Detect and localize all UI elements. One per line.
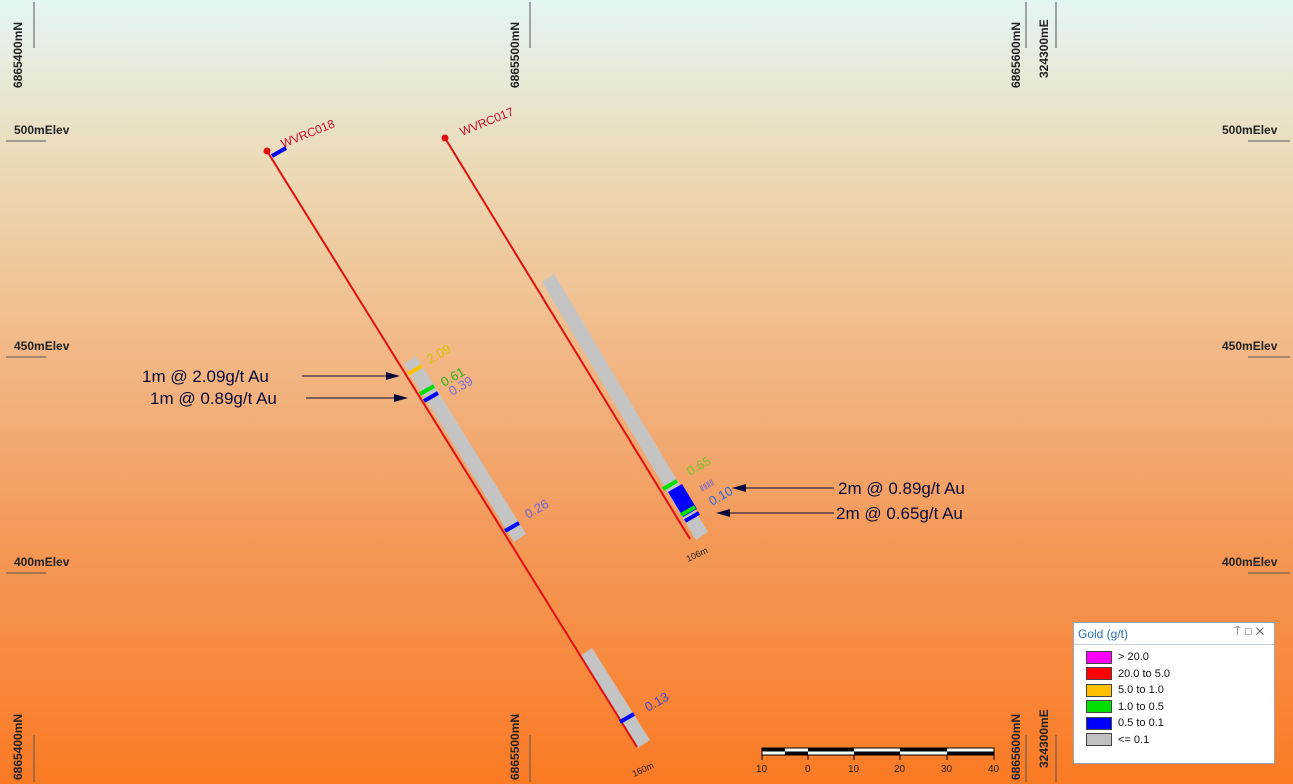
scale-bar-label: 10: [848, 764, 860, 775]
legend-swatch: [1086, 667, 1112, 681]
legend-item-label: 5.0 to 1.0: [1118, 684, 1164, 697]
legend-tools: ⍑□✕: [1234, 626, 1268, 639]
grade-ribbon-grey: [580, 648, 650, 748]
northing-label-top-2: 6865500mN: [508, 22, 522, 88]
legend-panel[interactable]: Gold (g/t) ⍑□✕ > 20.0 20.0 to 5.0 5.0 to…: [1073, 622, 1275, 764]
assay-interval-0-26: [504, 521, 520, 533]
legend-item-label: > 20.0: [1118, 651, 1149, 664]
legend-swatch: [1086, 733, 1112, 747]
legend-swatch: [1086, 650, 1112, 664]
close-icon[interactable]: ✕: [1255, 626, 1268, 638]
assay-interval-0-10: [680, 505, 696, 517]
legend-swatch: [1086, 716, 1112, 730]
easting-label-bottom: 324300mE: [1037, 709, 1051, 768]
legend-item: 0.5 to 0.1: [1086, 715, 1274, 732]
legend-title: Gold (g/t): [1078, 627, 1129, 641]
legend-item-label: 20.0 to 5.0: [1118, 667, 1170, 680]
callout-label: 2m @ 0.65g/t Au: [836, 504, 963, 523]
northing-label-top-1: 6865400mN: [11, 22, 25, 88]
scale-bar-label: 20: [894, 764, 906, 775]
northing-label-bottom-2: 6865500mN: [508, 714, 522, 780]
collar-marker: [441, 134, 449, 142]
grid-lines: [6, 2, 1290, 782]
hole-name-label: WVRC017: [458, 104, 516, 138]
end-depth-label: 106m: [685, 545, 710, 564]
assay-interval: [271, 146, 287, 158]
scale-bar-label: 10: [756, 764, 768, 775]
assay-value-label: 0.26: [522, 496, 551, 522]
grade-ribbon-grey: [542, 274, 708, 540]
assay-interval-0-39: [423, 391, 439, 403]
assay-interval-2-09: [407, 364, 423, 376]
assay-interval-0-13: [619, 712, 635, 724]
hole-name-label: WVRC018: [279, 116, 337, 150]
legend-item: <= 0.1: [1086, 732, 1274, 749]
collar-marker: [263, 147, 271, 155]
legend-item: 20.0 to 5.0: [1086, 666, 1274, 683]
elevation-label-right-2: 450mElev: [1222, 339, 1278, 353]
legend-list: > 20.0 20.0 to 5.0 5.0 to 1.0 1.0 to 0.5…: [1074, 645, 1274, 748]
legend-swatch: [1086, 683, 1112, 697]
easting-label-top: 324300mE: [1037, 19, 1051, 78]
drill-trace: [266, 150, 638, 748]
callout-label: 1m @ 0.89g/t Au: [150, 389, 277, 408]
end-depth-label: 160m: [631, 760, 656, 779]
legend-swatch: [1086, 700, 1112, 714]
legend-item-label: <= 0.1: [1118, 733, 1150, 746]
scale-bar-label: 40: [988, 764, 1000, 775]
legend-item-label: 0.5 to 0.1: [1118, 717, 1164, 730]
elevation-label-left-1: 500mElev: [14, 123, 70, 137]
drill-hole-wvrc018[interactable]: WVRC018 2.09 0.61 0.39 0.26 0.13 160m: [263, 116, 672, 779]
assay-value-label: 2.09: [424, 341, 453, 367]
assay-interval-blue-base: [684, 511, 700, 523]
legend-item-label: 1.0 to 0.5: [1118, 700, 1164, 713]
legend-header: Gold (g/t) ⍑□✕: [1074, 623, 1274, 645]
elevation-label-left-3: 400mElev: [14, 555, 70, 569]
northing-label-bottom-3: 6865600mN: [1009, 714, 1023, 780]
pin-icon[interactable]: ⍑: [1234, 626, 1245, 638]
scale-bar-label: 30: [941, 764, 953, 775]
grade-ribbon-grey: [404, 356, 526, 542]
assay-value-label: 0.65: [684, 453, 713, 479]
legend-item: 5.0 to 1.0: [1086, 682, 1274, 699]
legend-item: > 20.0: [1086, 649, 1274, 666]
maximize-icon[interactable]: □: [1244, 626, 1256, 638]
elevation-label-left-2: 450mElev: [14, 339, 70, 353]
callout-annotations: 1m @ 2.09g/t Au 1m @ 0.89g/t Au 2m @ 0.8…: [142, 367, 965, 523]
scale-bar: 10 0 10 20 30 40: [756, 747, 1000, 775]
assay-interval-0-65: [662, 479, 678, 491]
drill-trace: [444, 137, 691, 540]
callout-label: 1m @ 2.09g/t Au: [142, 367, 269, 386]
legend-item: 1.0 to 0.5: [1086, 699, 1274, 716]
scale-bar-label: 0: [805, 764, 811, 775]
elevation-label-right-3: 400mElev: [1222, 555, 1278, 569]
assay-interval-0-61: [419, 384, 435, 396]
northing-label-bottom-1: 6865400mN: [11, 714, 25, 780]
callout-label: 2m @ 0.89g/t Au: [838, 479, 965, 498]
northing-label-top-3: 6865600mN: [1009, 22, 1023, 88]
assay-value-label: 0.13: [642, 689, 671, 715]
elevation-label-right-1: 500mElev: [1222, 123, 1278, 137]
